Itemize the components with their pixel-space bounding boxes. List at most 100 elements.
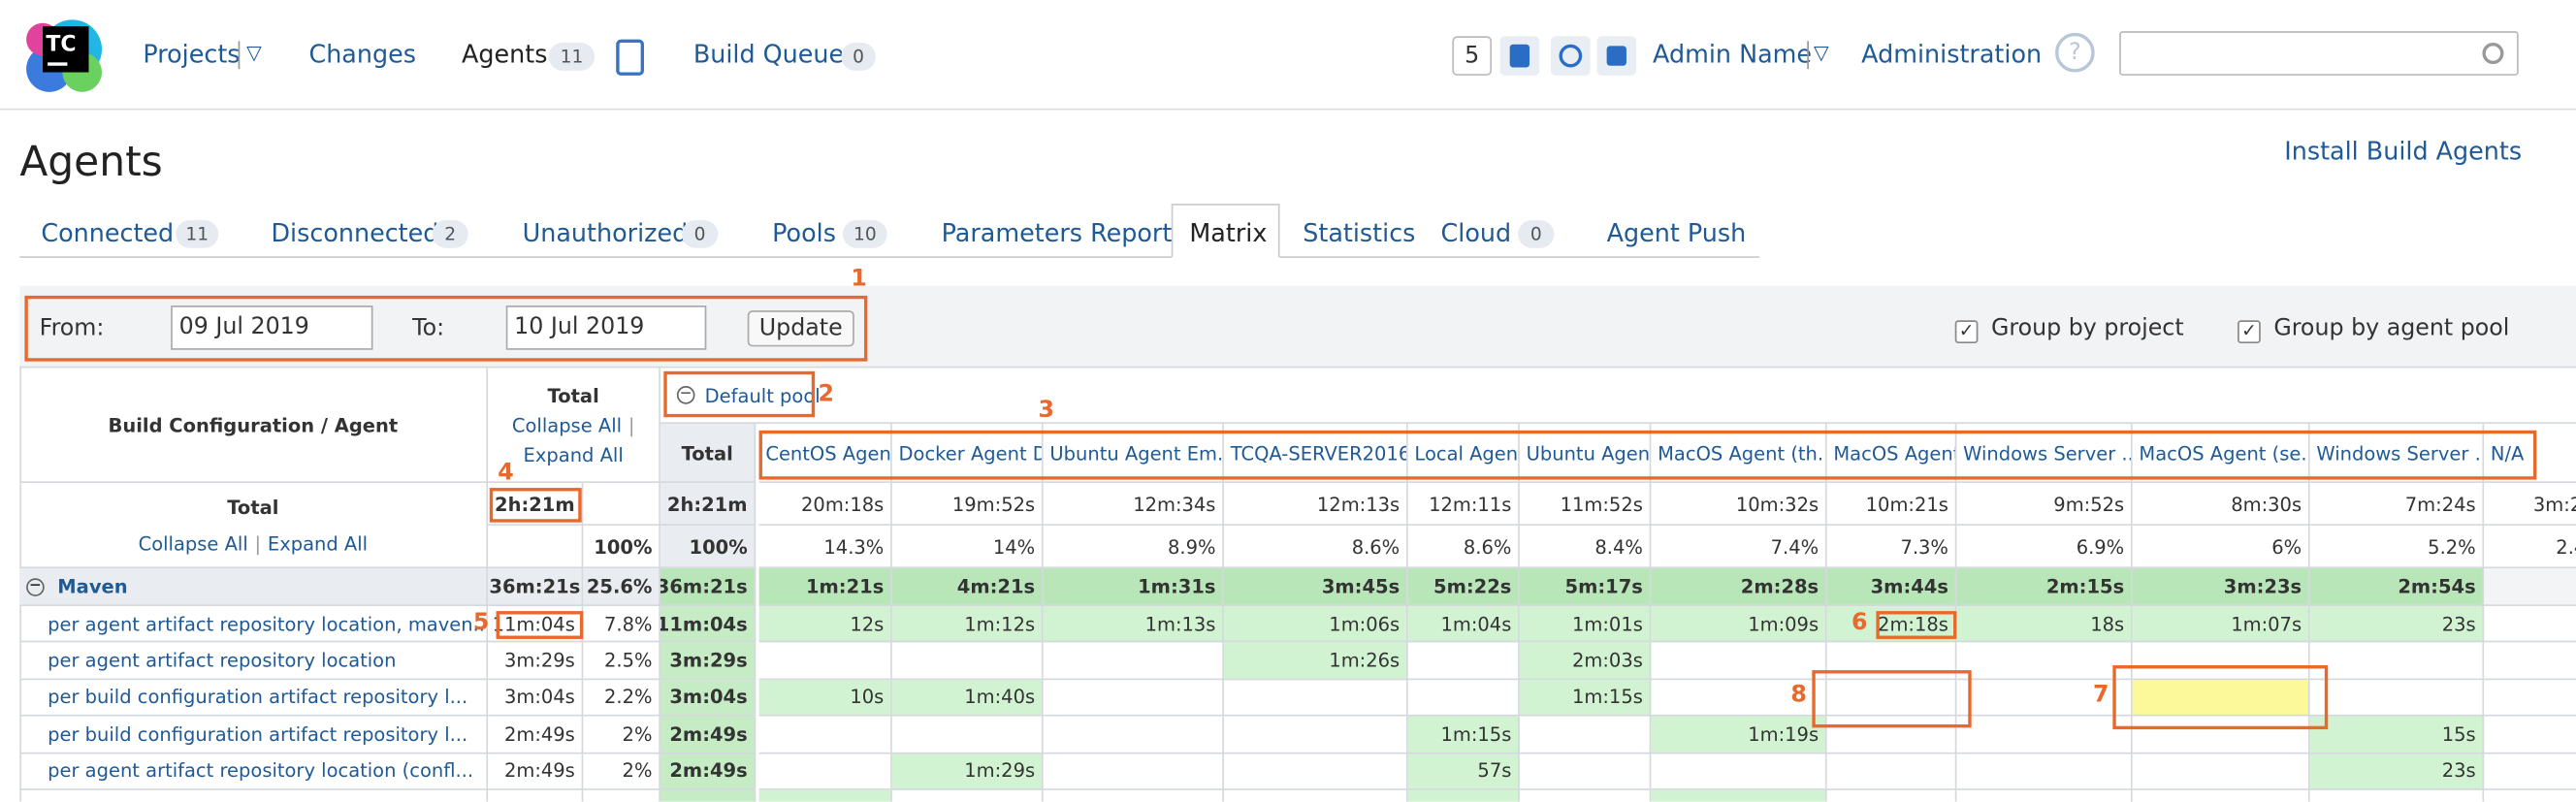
badge: 0 bbox=[681, 219, 719, 248]
total-label: Total Collapse All | Expand All bbox=[19, 483, 489, 569]
collapse-all[interactable]: Collapse All bbox=[511, 413, 623, 436]
agent-header: MacOS Agent bbox=[1826, 424, 1957, 484]
nav-link[interactable]: Changes bbox=[308, 39, 416, 70]
tab[interactable]: Pools bbox=[772, 218, 836, 248]
tab[interactable]: Statistics bbox=[1303, 218, 1416, 248]
project-percent: 25.6% bbox=[583, 568, 660, 607]
pool-total-percent: 100% bbox=[660, 526, 757, 569]
agent-total: 12m:34s bbox=[1043, 483, 1224, 527]
tab[interactable]: Parameters Report bbox=[941, 218, 1173, 248]
project-cell: 1m:21s bbox=[758, 568, 892, 607]
icon-button[interactable] bbox=[1499, 36, 1540, 76]
config-link[interactable]: per agent artifact repository location, … bbox=[48, 612, 489, 636]
config-cell bbox=[1956, 789, 2133, 802]
active-tab[interactable] bbox=[1171, 204, 1280, 258]
pool-total: 3m:04s bbox=[660, 679, 757, 717]
config-percent bbox=[583, 789, 660, 802]
project-cell: 5m:17s bbox=[1519, 568, 1652, 607]
phone-icon[interactable] bbox=[616, 39, 645, 76]
agent-header: Windows Server ... bbox=[2309, 424, 2485, 484]
config-cell: 1m:06s bbox=[1223, 606, 1408, 643]
config-cell: 1m:26s bbox=[1223, 642, 1408, 680]
config-link[interactable]: per build configuration artifact reposit… bbox=[48, 722, 468, 746]
config-name bbox=[19, 789, 489, 802]
tab[interactable]: Connected bbox=[41, 218, 175, 248]
collapse-icon[interactable]: − bbox=[26, 577, 45, 596]
pool-header: − Default pool bbox=[660, 366, 2576, 425]
expand-all[interactable]: Expand All bbox=[267, 530, 369, 555]
nav-link[interactable]: Projects bbox=[143, 39, 241, 70]
agent-total: 12m:13s bbox=[1223, 483, 1408, 527]
help-icon[interactable]: ? bbox=[2055, 32, 2095, 73]
notification-count[interactable]: 5 bbox=[1452, 36, 1493, 76]
pool-link[interactable]: Default pool bbox=[704, 383, 821, 407]
config-cell: 1m:15s bbox=[1519, 679, 1652, 717]
annotation: 4 bbox=[498, 460, 514, 487]
config-cell bbox=[2310, 789, 2485, 802]
admin-link[interactable]: Administration bbox=[1861, 39, 2043, 70]
tab[interactable]: Cloud bbox=[1440, 218, 1512, 248]
checkbox-label[interactable]: Group by project bbox=[1990, 315, 2184, 342]
agent-header: Local Agent bbox=[1407, 424, 1520, 484]
nav-link[interactable]: Agents bbox=[461, 39, 548, 70]
dropdown-icon[interactable]: ▽ bbox=[246, 41, 262, 65]
config-cell bbox=[1044, 789, 1224, 802]
badge: 2 bbox=[432, 219, 468, 248]
project-link[interactable]: Maven bbox=[57, 574, 128, 598]
to-label: To: bbox=[412, 315, 445, 342]
config-cell bbox=[2309, 679, 2485, 717]
config-percent: 7.8% bbox=[583, 606, 660, 643]
config-cell bbox=[2133, 789, 2310, 802]
to-input[interactable]: 10 Jul 2019 bbox=[505, 305, 707, 350]
config-cell bbox=[1043, 716, 1224, 754]
tab[interactable]: Unauthorized bbox=[522, 218, 689, 248]
pool-total: 2m:49s bbox=[660, 753, 757, 790]
from-input[interactable]: 09 Jul 2019 bbox=[171, 305, 373, 350]
nav-link[interactable]: Build Queue bbox=[692, 39, 845, 70]
update-button[interactable]: Update bbox=[747, 310, 854, 347]
tab[interactable]: Matrix bbox=[1189, 218, 1268, 248]
icon-button[interactable] bbox=[1596, 36, 1637, 76]
config-cell bbox=[2132, 716, 2310, 754]
agent-total: 19m:52s bbox=[891, 483, 1044, 527]
collapse-all[interactable]: Collapse All bbox=[138, 530, 248, 555]
config-cell bbox=[1223, 753, 1408, 790]
config-cell bbox=[1826, 642, 1957, 680]
config-cell bbox=[1520, 789, 1652, 802]
config-cell: 1m:19s bbox=[1651, 716, 1827, 754]
project-cell: 2m:28s bbox=[1651, 568, 1827, 607]
config-cell bbox=[1223, 679, 1408, 717]
expand-all[interactable]: Expand All bbox=[523, 442, 624, 466]
dropdown-icon[interactable]: ▽ bbox=[1814, 41, 1829, 65]
agent-percent: 8.9% bbox=[1043, 526, 1224, 569]
tab[interactable]: Agent Push bbox=[1606, 218, 1747, 248]
checkbox[interactable]: ✓ bbox=[1954, 320, 1979, 344]
config-cell bbox=[1827, 789, 1957, 802]
config-cell bbox=[1043, 753, 1224, 790]
logo[interactable]: TC bbox=[23, 16, 109, 95]
collapse-icon[interactable]: − bbox=[676, 386, 695, 404]
config-link[interactable]: per agent artifact repository location bbox=[48, 649, 397, 672]
config-cell: 1m:29s bbox=[891, 753, 1044, 790]
agent-percent: 8.6% bbox=[1407, 526, 1520, 569]
tab[interactable]: Disconnected bbox=[271, 218, 439, 248]
config-link[interactable]: per agent artifact repository location (… bbox=[48, 759, 474, 783]
agent-header: Ubuntu Agent Em... bbox=[1043, 424, 1224, 484]
icon-button[interactable] bbox=[1551, 36, 1591, 76]
config-cell bbox=[2484, 717, 2576, 754]
user-menu[interactable]: Admin Name bbox=[1653, 39, 1813, 70]
checkbox-label[interactable]: Group by agent pool bbox=[2273, 315, 2510, 342]
agent-header: MacOS Agent (th... bbox=[1651, 424, 1827, 484]
project-total: 36m:21s bbox=[488, 568, 584, 607]
config-cell: 2m:03s bbox=[1519, 642, 1652, 680]
agent-percent: 14.3% bbox=[758, 526, 892, 569]
badge: 10 bbox=[842, 219, 887, 248]
install-link[interactable]: Install Build Agents bbox=[2284, 136, 2523, 167]
config-cell: 1m:01s bbox=[1519, 606, 1652, 643]
config-cell bbox=[2484, 790, 2576, 802]
config-link[interactable]: per build configuration artifact reposit… bbox=[48, 686, 468, 709]
search-input[interactable] bbox=[2119, 31, 2519, 76]
agent-total: 7m:24s bbox=[2309, 483, 2485, 527]
checkbox[interactable]: ✓ bbox=[2238, 320, 2261, 344]
agent-total: 3m:21s bbox=[2484, 483, 2576, 527]
